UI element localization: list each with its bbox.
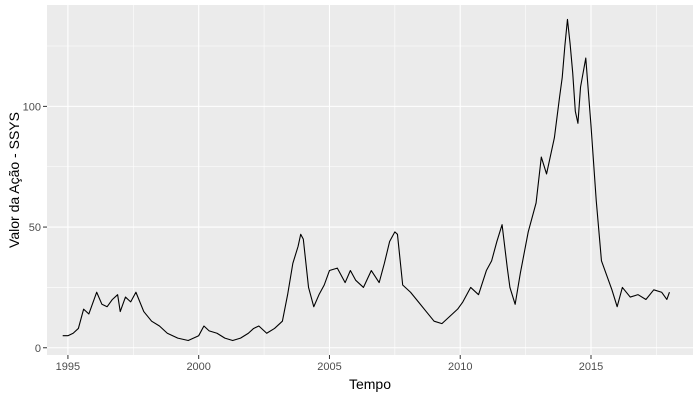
y-axis-title: Valor da Ação - SSYS — [6, 112, 22, 248]
plot-panel — [47, 5, 693, 355]
series-line — [62, 18, 670, 342]
y-tick-label: 0 — [35, 343, 41, 355]
x-tick-label: 1995 — [56, 361, 80, 373]
x-axis-title: Tempo — [349, 376, 391, 392]
y-tick-label: 50 — [29, 222, 41, 234]
y-tick-label: 100 — [23, 101, 41, 113]
grid-minor-lines — [47, 5, 693, 355]
x-tick-label: 2005 — [317, 361, 341, 373]
x-axis-ticks: 1995 2000 2005 2010 2015 — [56, 355, 603, 373]
x-tick-label: 2015 — [579, 361, 603, 373]
y-axis-ticks: 0 50 100 — [23, 101, 47, 355]
x-tick-label: 2010 — [448, 361, 472, 373]
x-tick-label: 2000 — [186, 361, 210, 373]
grid-major-lines — [47, 5, 693, 355]
